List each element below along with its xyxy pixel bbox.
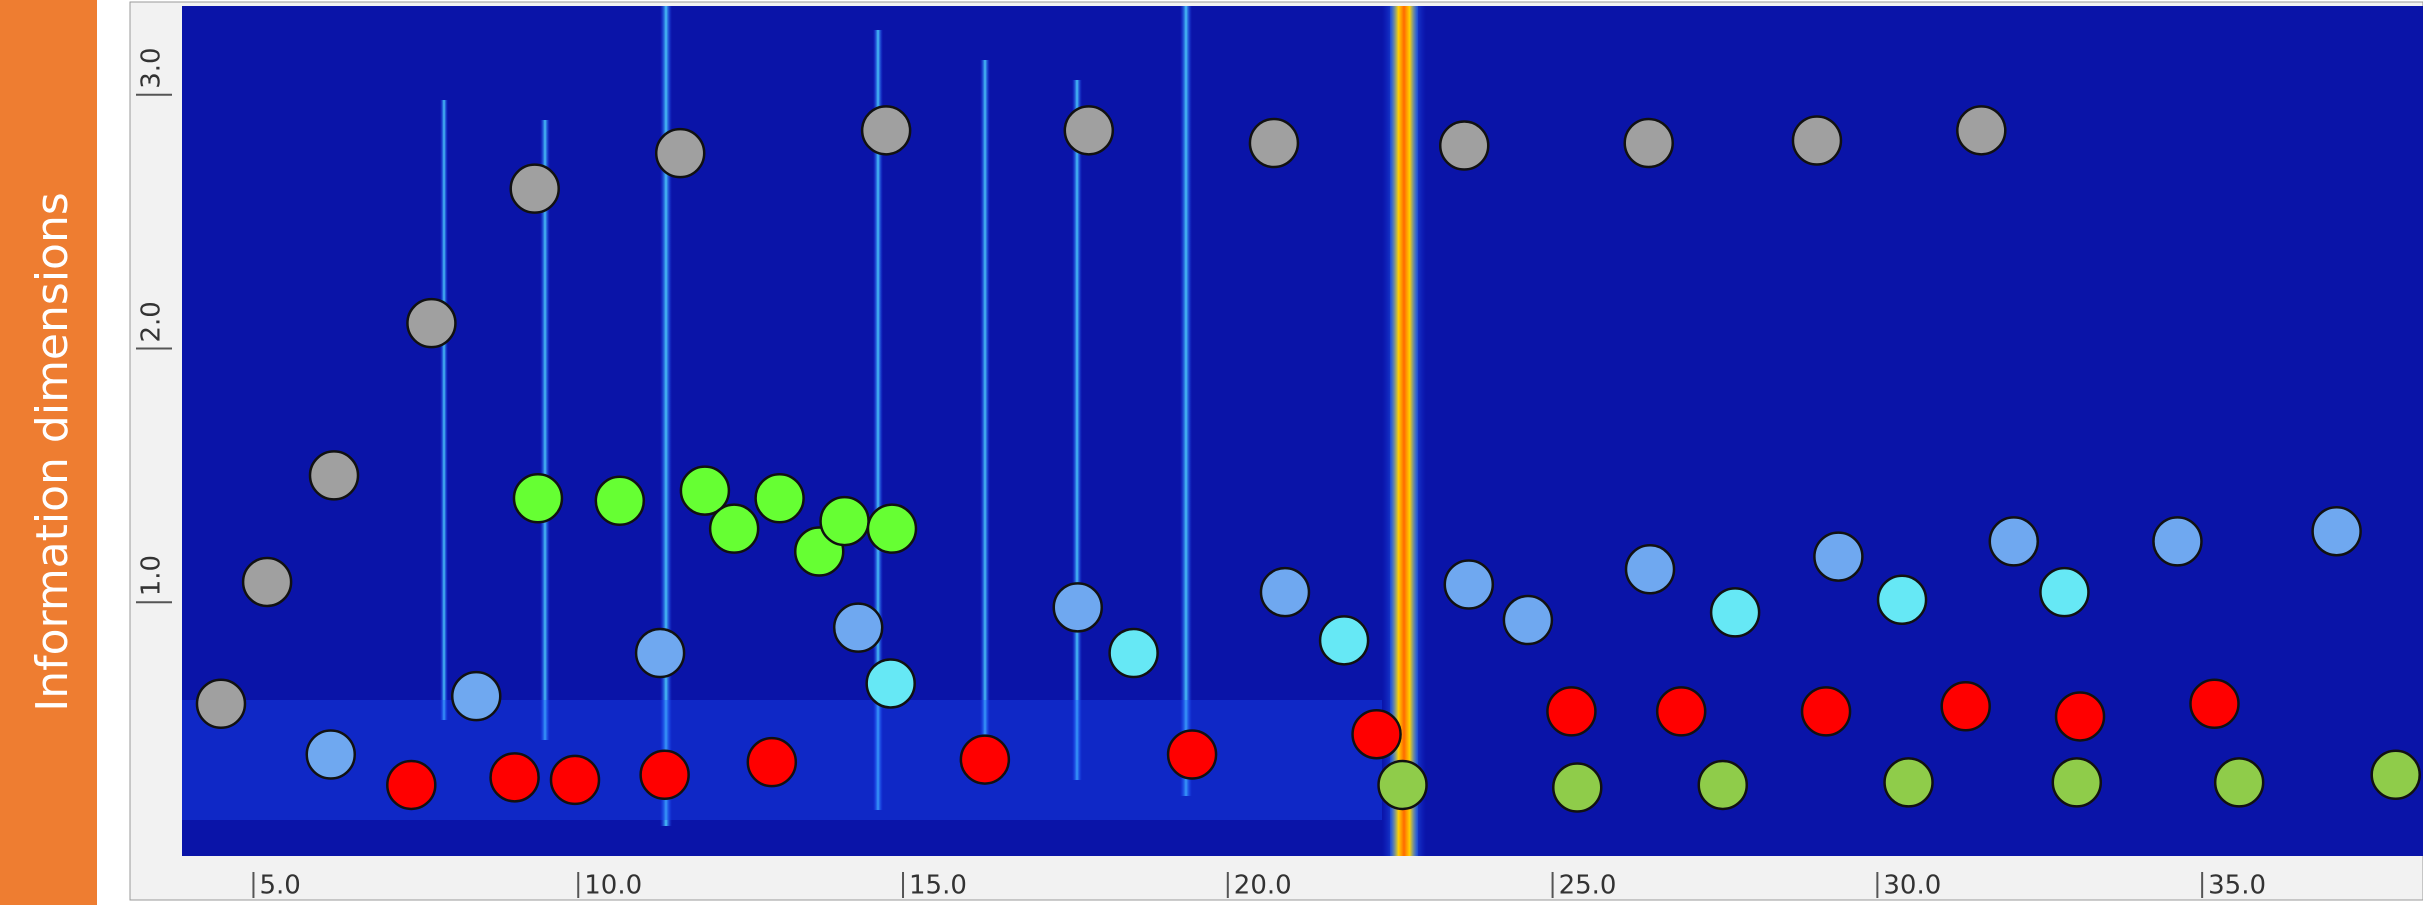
sidebar-label: Information dimensions <box>27 192 78 712</box>
point <box>1709 587 1761 638</box>
point <box>2370 749 2421 801</box>
x-tick-label: 15.0 <box>909 871 967 901</box>
point <box>1883 757 1934 808</box>
point <box>865 658 916 709</box>
point <box>1623 117 1674 169</box>
point <box>1248 117 1300 169</box>
point <box>1052 582 1104 633</box>
point <box>1791 115 1843 166</box>
point <box>1624 544 1676 595</box>
point <box>549 754 601 806</box>
point <box>509 163 560 214</box>
point <box>308 450 360 501</box>
point <box>819 495 870 547</box>
point <box>754 472 805 524</box>
point <box>746 736 798 788</box>
heatmap-streaks <box>182 6 1426 856</box>
x-tick-label: 25.0 <box>1559 871 1617 901</box>
point <box>832 602 884 653</box>
point <box>386 759 437 811</box>
point <box>679 465 731 516</box>
point <box>305 729 357 780</box>
point <box>1438 120 1490 171</box>
point <box>959 734 1011 785</box>
x-tick-label: 30.0 <box>1883 871 1941 901</box>
x-tick-label: 5.0 <box>259 871 300 901</box>
point <box>639 749 690 801</box>
point <box>866 503 918 554</box>
point <box>406 297 457 349</box>
point <box>1552 762 1603 813</box>
point <box>1988 516 2040 567</box>
plot-background <box>182 6 2423 856</box>
point <box>2213 757 2265 808</box>
point <box>1166 729 1218 780</box>
point <box>2152 516 2203 567</box>
y-tick-label: 1.0 <box>137 555 167 596</box>
point <box>1940 681 1991 732</box>
point <box>512 472 564 524</box>
point <box>634 627 686 679</box>
point <box>2054 691 2106 742</box>
point <box>451 670 502 722</box>
point <box>1502 594 1554 646</box>
point <box>1697 759 1749 811</box>
x-tick-label: 20.0 <box>1234 871 1292 901</box>
y-tick-label: 2.0 <box>137 301 167 342</box>
y-tick-label: 3.0 <box>137 47 167 88</box>
point <box>708 503 760 554</box>
point <box>1655 686 1707 737</box>
point <box>1108 627 1159 679</box>
x-tick-label: 10.0 <box>584 871 642 901</box>
point <box>2051 757 2103 808</box>
point <box>1259 566 1311 618</box>
point <box>489 752 540 803</box>
point <box>1443 559 1495 610</box>
point <box>2189 678 2240 730</box>
point <box>1377 759 1428 811</box>
point <box>1546 686 1597 737</box>
point <box>1063 105 1115 156</box>
point <box>195 678 247 730</box>
point <box>2311 505 2362 557</box>
point <box>1956 105 2007 156</box>
point <box>654 127 706 179</box>
point <box>1800 686 1852 737</box>
point <box>860 105 912 156</box>
point <box>594 475 646 527</box>
point <box>241 556 293 608</box>
point <box>1813 531 1864 582</box>
point <box>1876 574 1928 625</box>
x-tick-label: 35.0 <box>2208 871 2266 901</box>
sidebar <box>0 0 97 905</box>
point <box>1351 708 1402 760</box>
point <box>1318 615 1370 666</box>
point <box>2039 566 2090 618</box>
